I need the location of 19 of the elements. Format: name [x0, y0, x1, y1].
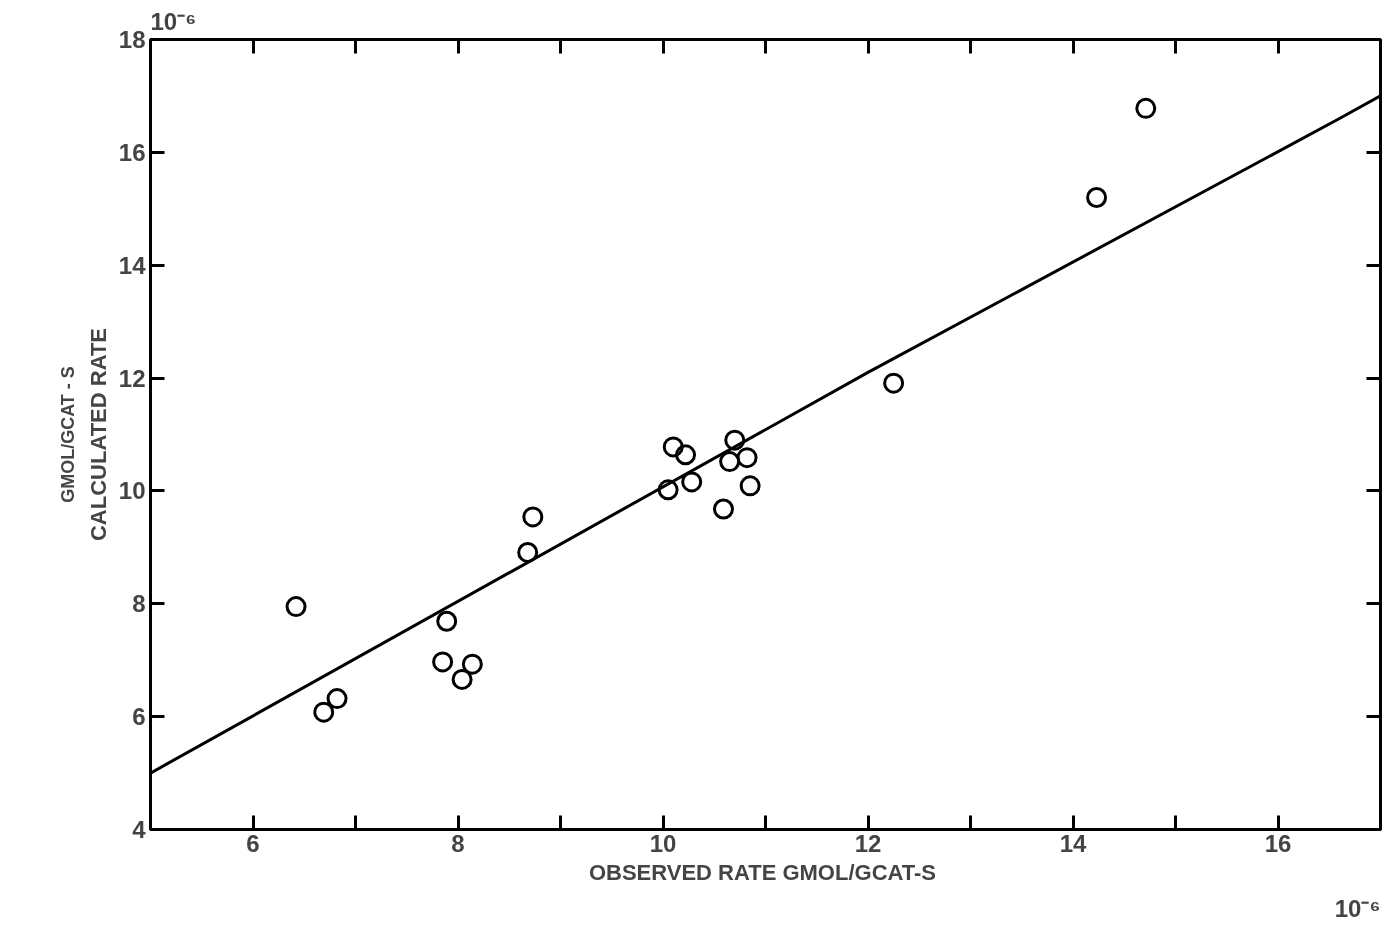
text: 10⁻⁶ [150, 7, 197, 35]
x-axis-title: OBSERVED RATE GMOL/GCAT-S [588, 859, 937, 885]
x-tick-label: 12 [854, 829, 882, 857]
y-tick-label: 8 [132, 590, 146, 618]
y-tick-label: 10 [118, 477, 146, 505]
y-tick-label: 16 [118, 138, 146, 166]
x-tick-label: 6 [246, 829, 260, 857]
y-tick-label: 14 [118, 251, 147, 279]
x-tick-label: 14 [1059, 829, 1087, 857]
y-tick-label: 18 [118, 26, 146, 53]
y-axis-title: CALCULATED RATE [85, 327, 111, 542]
x-tick-label: 16 [1264, 829, 1292, 857]
y-tick-label: 6 [132, 703, 146, 731]
y-tick-label: 12 [118, 364, 146, 392]
text: GMOL/GCAT - S [57, 366, 78, 503]
text: 10⁻⁶ [1334, 894, 1381, 922]
x-tick-label: 8 [451, 829, 465, 857]
y-tick-label: 4 [132, 816, 147, 843]
x-tick-label: 10 [649, 829, 677, 857]
